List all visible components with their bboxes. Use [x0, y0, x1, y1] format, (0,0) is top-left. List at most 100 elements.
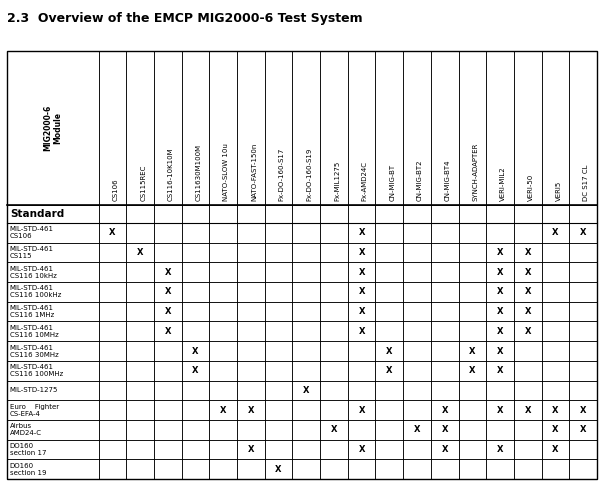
Bar: [292, 205, 320, 223]
Bar: [376, 302, 403, 322]
Text: X: X: [248, 445, 254, 454]
Bar: [7, 440, 98, 459]
Bar: [182, 459, 209, 479]
Text: X: X: [469, 366, 476, 375]
Bar: [127, 205, 154, 223]
Text: X: X: [358, 307, 365, 316]
Bar: [320, 223, 348, 242]
Bar: [209, 302, 237, 322]
Bar: [127, 361, 154, 381]
Bar: [348, 420, 376, 440]
Bar: [486, 341, 514, 361]
Bar: [569, 322, 597, 341]
Bar: [486, 459, 514, 479]
Text: MIG2000-6
Module: MIG2000-6 Module: [43, 105, 62, 151]
Bar: [7, 381, 98, 400]
Bar: [376, 322, 403, 341]
Bar: [127, 223, 154, 242]
Bar: [320, 420, 348, 440]
Text: X: X: [580, 406, 586, 415]
Bar: [209, 223, 237, 242]
Text: Fx-MIL1275: Fx-MIL1275: [334, 161, 340, 201]
Bar: [292, 381, 320, 400]
Bar: [154, 341, 182, 361]
Bar: [7, 400, 98, 420]
Text: X: X: [358, 445, 365, 454]
Text: MIL-STD-1275: MIL-STD-1275: [10, 387, 58, 394]
Bar: [98, 282, 127, 302]
Bar: [7, 420, 98, 440]
Bar: [431, 459, 458, 479]
Text: Airbus
AMD24-C: Airbus AMD24-C: [10, 424, 41, 436]
Bar: [431, 242, 458, 262]
Bar: [431, 341, 458, 361]
Text: X: X: [358, 268, 365, 277]
Bar: [431, 205, 458, 223]
Bar: [569, 262, 597, 282]
Bar: [403, 302, 431, 322]
Text: Standard: Standard: [10, 209, 64, 219]
Bar: [569, 242, 597, 262]
Bar: [458, 420, 486, 440]
Bar: [182, 361, 209, 381]
Bar: [403, 381, 431, 400]
Bar: [569, 341, 597, 361]
Bar: [458, 282, 486, 302]
Bar: [458, 205, 486, 223]
Bar: [265, 459, 292, 479]
Bar: [376, 440, 403, 459]
Bar: [320, 322, 348, 341]
Bar: [514, 223, 542, 242]
Bar: [348, 400, 376, 420]
Bar: [458, 341, 486, 361]
Bar: [431, 420, 458, 440]
Bar: [348, 459, 376, 479]
Bar: [542, 51, 569, 205]
Bar: [265, 262, 292, 282]
Bar: [514, 440, 542, 459]
Text: X: X: [358, 327, 365, 336]
Bar: [431, 51, 458, 205]
Bar: [182, 282, 209, 302]
Text: X: X: [580, 228, 586, 237]
Bar: [127, 242, 154, 262]
Bar: [182, 205, 209, 223]
Bar: [542, 262, 569, 282]
Text: CN-MIG-BT: CN-MIG-BT: [389, 164, 395, 201]
Bar: [320, 361, 348, 381]
Bar: [154, 361, 182, 381]
Bar: [458, 223, 486, 242]
Bar: [292, 341, 320, 361]
Bar: [486, 51, 514, 205]
Bar: [98, 400, 127, 420]
Bar: [182, 381, 209, 400]
Bar: [209, 282, 237, 302]
Bar: [320, 400, 348, 420]
Bar: [569, 400, 597, 420]
Bar: [569, 440, 597, 459]
Text: X: X: [552, 445, 559, 454]
Text: X: X: [192, 366, 199, 375]
Bar: [265, 420, 292, 440]
Bar: [542, 223, 569, 242]
Bar: [98, 302, 127, 322]
Bar: [320, 242, 348, 262]
Bar: [127, 282, 154, 302]
Bar: [403, 223, 431, 242]
Bar: [403, 205, 431, 223]
Text: CS115REC: CS115REC: [140, 165, 146, 201]
Bar: [486, 223, 514, 242]
Bar: [569, 420, 597, 440]
Bar: [514, 420, 542, 440]
Bar: [182, 51, 209, 205]
Bar: [292, 361, 320, 381]
Bar: [486, 205, 514, 223]
Bar: [265, 282, 292, 302]
Bar: [7, 205, 98, 223]
Text: CS11630M100M: CS11630M100M: [196, 144, 202, 201]
Bar: [542, 459, 569, 479]
Text: MIL-STD-461
CS106: MIL-STD-461 CS106: [10, 227, 53, 239]
Bar: [265, 205, 292, 223]
Bar: [542, 381, 569, 400]
Bar: [98, 381, 127, 400]
